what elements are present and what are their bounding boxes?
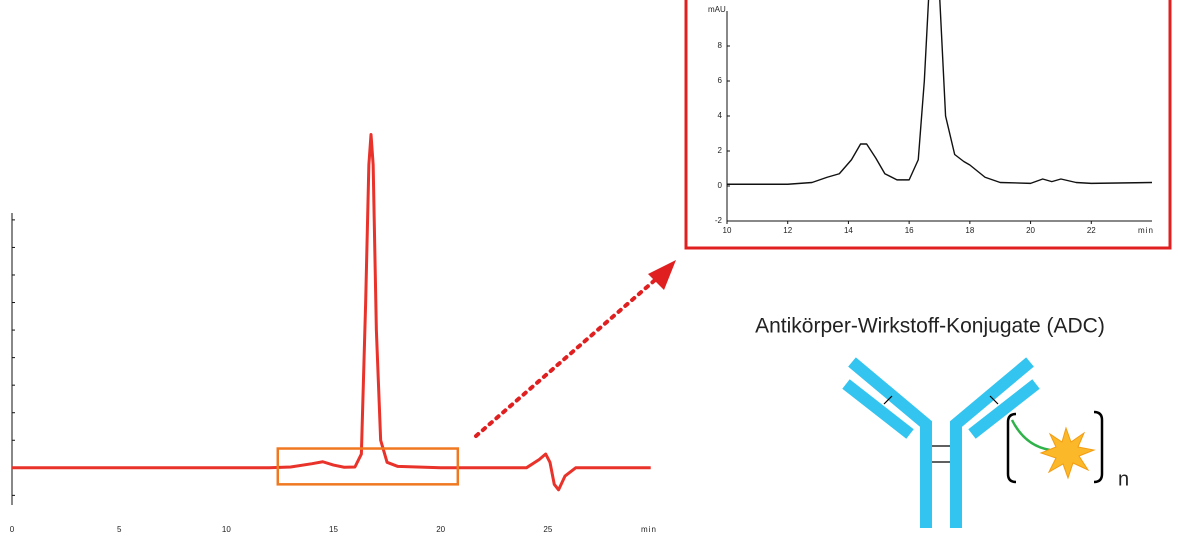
zoom-region [276,447,460,486]
y-tick-label: 0 [718,181,723,190]
x-axis-label: min [1138,226,1154,235]
payload [1039,426,1096,480]
x-tick-label: 12 [783,226,792,235]
x-tick-label: 10 [222,525,231,534]
y-tick-label: 6 [718,76,723,85]
x-tick-label: 0 [10,525,15,534]
x-tick-label: 18 [965,226,974,235]
antibody [842,357,1040,528]
x-tick-label: 22 [1087,226,1096,235]
arrow-head [648,260,676,290]
bracket-left [1006,412,1017,484]
disulfide-bonds [883,395,999,463]
plot-area [727,0,1153,185]
trace [12,132,651,492]
y-tick-label: 2 [718,146,723,155]
bracket-right [1093,410,1104,484]
y-axis-label: mAU [708,5,726,14]
x-tick-label: 5 [117,525,122,534]
zoom-arrow [474,278,657,438]
x-tick-label: 10 [723,226,732,235]
inset-frame [684,0,1172,250]
x-tick-label: 15 [329,525,338,534]
diagram-title: Antikörper-Wirkstoff-Konjugate (ADC) [755,315,1105,338]
x-axis-label: min [641,525,657,534]
x-tick-label: 14 [844,226,853,235]
linker [1010,419,1051,452]
y-tick-label: -2 [715,216,723,225]
x-tick-label: 20 [1026,226,1035,235]
x-tick-label: 20 [436,525,445,534]
plot-area [12,132,651,492]
y-tick-label: 8 [718,41,723,50]
x-tick-label: 25 [543,525,552,534]
y-tick-label: 4 [718,111,723,120]
x-tick-label: 16 [905,226,914,235]
trace [727,0,1153,185]
drug-count-label: n [1118,468,1129,490]
